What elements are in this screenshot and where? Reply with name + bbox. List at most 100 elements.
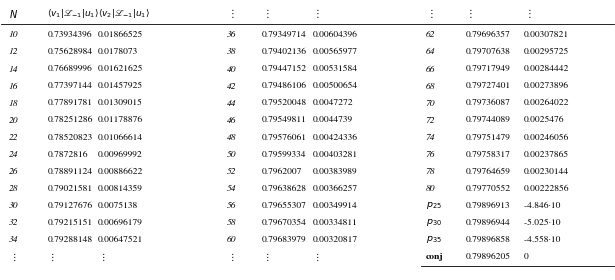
Text: 0.79736087: 0.79736087	[466, 99, 510, 108]
Text: $\vdots$: $\vdots$	[466, 7, 473, 20]
Text: conj: conj	[426, 253, 443, 261]
Text: 0.00500654: 0.00500654	[312, 82, 357, 90]
Text: 24: 24	[9, 150, 18, 159]
Text: 0.79764659: 0.79764659	[466, 168, 510, 176]
Text: $\vdots$: $\vdots$	[98, 251, 105, 263]
Text: 78: 78	[426, 167, 435, 176]
Text: 0.79486106: 0.79486106	[261, 82, 307, 90]
Text: 0.00237865: 0.00237865	[523, 151, 569, 158]
Text: 62: 62	[426, 31, 435, 39]
Text: 0.00814359: 0.00814359	[98, 185, 143, 193]
Text: 0.78251286: 0.78251286	[47, 116, 93, 124]
Text: $p_{30}$: $p_{30}$	[426, 217, 442, 228]
Text: 0.00307821: 0.00307821	[523, 31, 569, 39]
Text: -4.846·10⁻⁵: -4.846·10⁻⁵	[523, 202, 565, 210]
Text: 0.79683979: 0.79683979	[261, 236, 306, 244]
Text: $p_{35}$: $p_{35}$	[426, 234, 442, 245]
Text: 0.00531584: 0.00531584	[312, 65, 357, 73]
Text: 0.76689996: 0.76689996	[47, 65, 92, 73]
Text: 0.79670354: 0.79670354	[261, 219, 306, 227]
Text: 0.00295725: 0.00295725	[523, 48, 569, 56]
Text: 18: 18	[9, 99, 18, 108]
Text: 0.00273896: 0.00273896	[523, 82, 569, 90]
Text: 0.79447152: 0.79447152	[261, 65, 307, 73]
Text: 0.79758317: 0.79758317	[466, 151, 510, 158]
Text: 0.79638628: 0.79638628	[261, 185, 307, 193]
Text: 0.00349914: 0.00349914	[312, 202, 357, 210]
Text: 0.00886622: 0.00886622	[98, 168, 143, 176]
Text: 26: 26	[9, 167, 18, 176]
Text: 0.00334811: 0.00334811	[312, 219, 357, 227]
Text: 0.79127676: 0.79127676	[47, 202, 92, 210]
Text: 76: 76	[426, 150, 435, 159]
Text: 0.75628984: 0.75628984	[47, 48, 92, 56]
Text: 0.79744089: 0.79744089	[466, 116, 510, 124]
Text: 64: 64	[426, 48, 435, 57]
Text: 0.00246056: 0.00246056	[523, 134, 569, 141]
Text: 0.00403281: 0.00403281	[312, 151, 357, 158]
Text: 0.01457925: 0.01457925	[98, 82, 143, 90]
Text: 0.79402136: 0.79402136	[261, 48, 307, 56]
Text: 0.73934396: 0.73934396	[47, 31, 92, 39]
Text: 0.79549811: 0.79549811	[261, 116, 306, 124]
Text: 0.79215151: 0.79215151	[47, 219, 92, 227]
Text: 30: 30	[9, 202, 18, 210]
Text: 0.79599334: 0.79599334	[261, 151, 306, 158]
Text: 16: 16	[9, 82, 18, 90]
Text: 20: 20	[9, 116, 18, 125]
Text: 0.77891781: 0.77891781	[47, 99, 92, 108]
Text: 0.79349714: 0.79349714	[261, 31, 306, 39]
Text: 0.7872816: 0.7872816	[47, 151, 88, 158]
Text: 0.79751479: 0.79751479	[466, 134, 510, 141]
Text: 0.78891124: 0.78891124	[47, 168, 92, 176]
Text: $\vdots$: $\vdots$	[312, 251, 320, 263]
Text: 48: 48	[227, 133, 236, 142]
Text: 0.77397144: 0.77397144	[47, 82, 92, 90]
Text: 36: 36	[227, 31, 236, 39]
Text: 0.00383989: 0.00383989	[312, 168, 357, 176]
Text: 0.00284442: 0.00284442	[523, 65, 569, 73]
Text: 0.00222856: 0.00222856	[523, 185, 569, 193]
Text: 0.00230144: 0.00230144	[523, 168, 569, 176]
Text: 0.79896944: 0.79896944	[466, 219, 510, 227]
Text: 0.79770552: 0.79770552	[466, 185, 510, 193]
Text: 0.01309015: 0.01309015	[98, 99, 143, 108]
Text: 12: 12	[9, 48, 18, 57]
Text: 50: 50	[227, 150, 236, 159]
Text: 0.00320817: 0.00320817	[312, 236, 357, 244]
Text: 80: 80	[426, 185, 435, 193]
Text: $\vdots$: $\vdots$	[523, 7, 531, 20]
Text: $\vdots$: $\vdots$	[261, 7, 269, 20]
Text: 0.0047272: 0.0047272	[312, 99, 353, 108]
Text: 0.79696357: 0.79696357	[466, 31, 510, 39]
Text: 32: 32	[9, 219, 18, 227]
Text: 54: 54	[227, 185, 236, 193]
Text: 0.00565977: 0.00565977	[312, 48, 357, 56]
Text: 46: 46	[227, 116, 236, 125]
Text: 74: 74	[426, 133, 435, 142]
Text: 0.79896205: 0.79896205	[466, 253, 510, 261]
Text: 0.79727401: 0.79727401	[466, 82, 510, 90]
Text: $\vdots$: $\vdots$	[47, 251, 55, 263]
Text: $\vdots$: $\vdots$	[312, 7, 320, 20]
Text: 0.79655307: 0.79655307	[261, 202, 306, 210]
Text: 0.01621625: 0.01621625	[98, 65, 143, 73]
Text: 0.01178876: 0.01178876	[98, 116, 143, 124]
Text: 0.79288148: 0.79288148	[47, 236, 92, 244]
Text: $\vdots$: $\vdots$	[261, 251, 269, 263]
Text: 72: 72	[426, 116, 435, 125]
Text: 28: 28	[9, 185, 18, 193]
Text: $\langle v_2|\mathscr{L}_{-1}|u_1\rangle$: $\langle v_2|\mathscr{L}_{-1}|u_1\rangle…	[98, 7, 150, 20]
Text: 0.00696179: 0.00696179	[98, 219, 143, 227]
Text: 14: 14	[9, 65, 18, 74]
Text: 40: 40	[227, 65, 236, 74]
Text: 0.79021581: 0.79021581	[47, 185, 92, 193]
Text: 0.0075138: 0.0075138	[98, 202, 138, 210]
Text: 0.00366257: 0.00366257	[312, 185, 357, 193]
Text: 0.0025476: 0.0025476	[523, 116, 564, 124]
Text: 10: 10	[9, 31, 18, 39]
Text: 0.79717949: 0.79717949	[466, 65, 510, 73]
Text: 66: 66	[426, 65, 435, 74]
Text: 0.7962007: 0.7962007	[261, 168, 302, 176]
Text: 0.79896913: 0.79896913	[466, 202, 510, 210]
